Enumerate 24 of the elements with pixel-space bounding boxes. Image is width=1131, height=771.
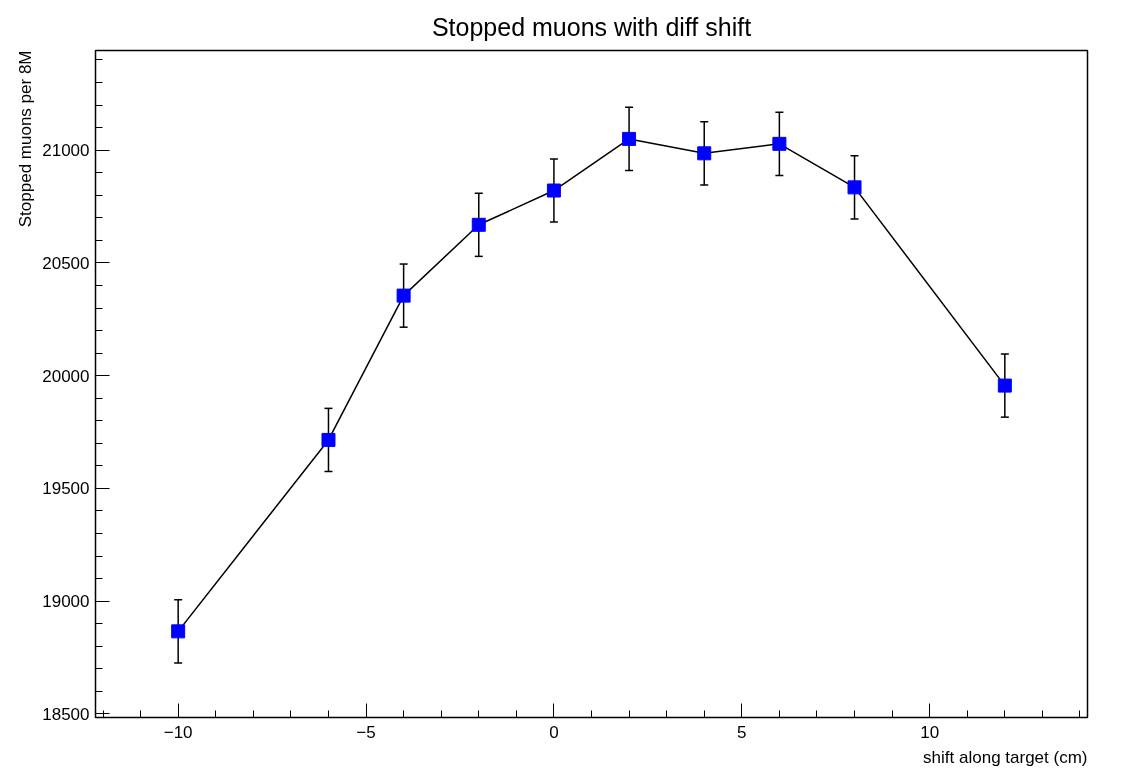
point xyxy=(997,378,1012,393)
point xyxy=(697,146,712,161)
point xyxy=(171,624,186,639)
x-tick-label: −5 xyxy=(356,722,376,742)
y-tick-label: 19500 xyxy=(42,479,90,499)
x-axis-title: shift along target (cm) xyxy=(923,747,1088,767)
x-tick-label: 10 xyxy=(920,722,940,742)
x-tick-label: 0 xyxy=(549,722,559,742)
y-tick-label: 20500 xyxy=(42,253,90,273)
point xyxy=(622,131,637,146)
y-tick-label: 20000 xyxy=(42,366,90,386)
y-tick-label: 18500 xyxy=(42,704,90,724)
x-tick-label: 5 xyxy=(737,722,747,742)
point xyxy=(396,288,411,303)
y-axis-title: Stopped muons per 8M xyxy=(15,50,35,228)
point xyxy=(847,180,862,195)
y-tick-label: 19000 xyxy=(42,592,90,612)
point xyxy=(321,432,336,447)
chart-title: Stopped muons with diff shift xyxy=(431,12,752,41)
y-tick-label: 21000 xyxy=(42,141,90,161)
point xyxy=(471,217,486,232)
point xyxy=(772,136,787,151)
point xyxy=(546,183,561,198)
x-tick-label: −10 xyxy=(163,722,193,742)
